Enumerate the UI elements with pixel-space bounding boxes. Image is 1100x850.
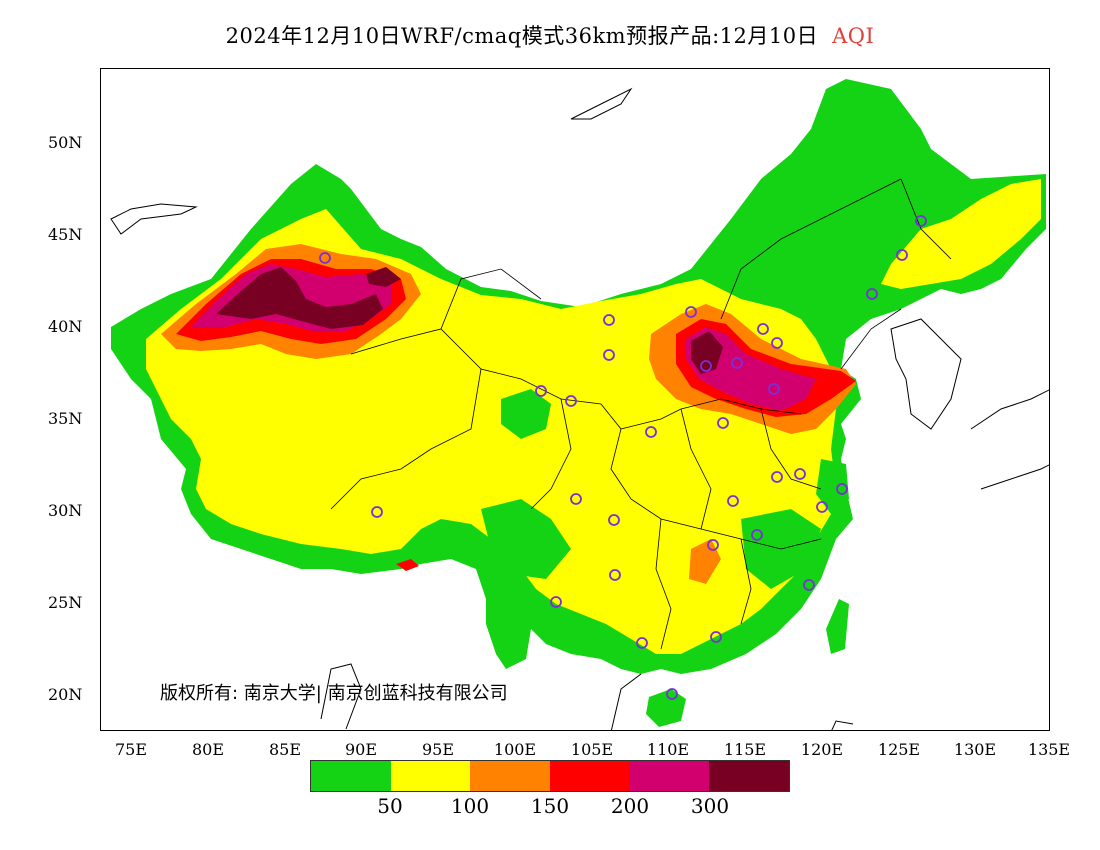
lon-label: 90E bbox=[344, 740, 378, 759]
legend-label: 300 bbox=[690, 794, 730, 818]
region-green-patch bbox=[481, 499, 571, 579]
lat-label: 20N bbox=[48, 685, 83, 704]
coastline-neighbors bbox=[110, 87, 1049, 730]
lat-label: 45N bbox=[48, 225, 83, 244]
title-text: 2024年12月10日WRF/cmaq模式36km预报产品:12月10日 bbox=[225, 24, 819, 48]
region-taiwan bbox=[826, 599, 849, 654]
map-title: 2024年12月10日WRF/cmaq模式36km预报产品:12月10日 AQI bbox=[0, 20, 1100, 50]
legend-swatch bbox=[311, 761, 391, 791]
region-red-tibet bbox=[396, 559, 419, 571]
legend-label: 150 bbox=[530, 794, 570, 818]
region-yellow-ne bbox=[881, 179, 1041, 289]
lat-label: 25N bbox=[48, 593, 83, 612]
lon-label: 100E bbox=[493, 740, 537, 759]
legend-swatch bbox=[390, 761, 471, 791]
lon-label: 75E bbox=[114, 740, 148, 759]
lat-label: 40N bbox=[48, 317, 83, 336]
lon-label: 95E bbox=[421, 740, 455, 759]
lon-label: 125E bbox=[877, 740, 921, 759]
region-hainan bbox=[646, 689, 686, 727]
lat-label: 50N bbox=[48, 133, 83, 152]
region-green-patch bbox=[816, 459, 849, 514]
region-darkred-ncp bbox=[691, 331, 723, 374]
legend-colorbar bbox=[310, 760, 790, 792]
region-darkred-xj2 bbox=[366, 267, 401, 287]
province-boundaries bbox=[330, 178, 952, 650]
aqi-forecast-map bbox=[100, 68, 1050, 731]
region-green-patch bbox=[501, 389, 551, 439]
lat-label: 30N bbox=[48, 501, 83, 520]
legend-swatch bbox=[550, 761, 630, 791]
legend-label: 100 bbox=[450, 794, 490, 818]
lon-label: 115E bbox=[723, 740, 767, 759]
legend-swatch bbox=[470, 761, 551, 791]
lat-label: 35N bbox=[48, 409, 83, 428]
title-aqi: AQI bbox=[832, 24, 875, 48]
copyright-text: 版权所有: 南京大学| 南京创蓝科技有限公司 bbox=[160, 683, 508, 704]
legend-swatch bbox=[629, 761, 710, 791]
lon-label: 105E bbox=[570, 740, 614, 759]
region-darkred-xj bbox=[216, 267, 383, 329]
lon-label: 135E bbox=[1027, 740, 1071, 759]
station-markers bbox=[319, 215, 927, 700]
map-svg bbox=[110, 79, 1049, 730]
lon-label: 130E bbox=[953, 740, 997, 759]
lon-label: 110E bbox=[646, 740, 690, 759]
lon-label: 120E bbox=[800, 740, 844, 759]
lon-label: 80E bbox=[191, 740, 225, 759]
legend-swatch bbox=[709, 761, 790, 791]
legend-label: 50 bbox=[377, 794, 403, 818]
legend-label: 200 bbox=[610, 794, 650, 818]
lon-label: 85E bbox=[268, 740, 302, 759]
